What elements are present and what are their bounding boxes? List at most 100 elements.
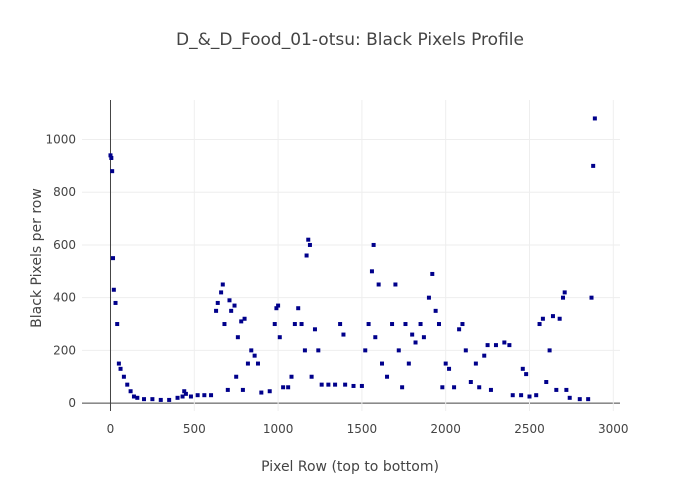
y-axis-title: Black Pixels per row: [29, 188, 45, 328]
marker: [430, 271, 435, 276]
marker: [312, 327, 317, 332]
marker: [249, 348, 254, 353]
marker: [418, 322, 423, 327]
marker: [121, 374, 126, 379]
marker: [135, 395, 140, 400]
marker: [485, 343, 490, 348]
marker: [452, 385, 457, 390]
marker: [158, 397, 163, 402]
x-axis-title: Pixel Row (top to bottom): [261, 459, 439, 475]
marker: [142, 397, 147, 402]
marker: [550, 314, 555, 319]
marker: [180, 394, 185, 399]
marker: [292, 322, 297, 327]
marker: [562, 290, 567, 295]
marker: [443, 361, 448, 366]
marker: [359, 383, 364, 388]
y-tick-label: 1000: [45, 133, 76, 147]
y-tick-label: 600: [53, 238, 76, 252]
marker: [457, 327, 462, 332]
markers: [108, 116, 597, 402]
marker: [267, 389, 272, 394]
marker: [586, 397, 591, 402]
marker: [188, 394, 193, 399]
grid: [82, 100, 620, 411]
marker: [351, 383, 356, 388]
marker: [235, 335, 240, 340]
marker: [277, 335, 282, 340]
marker: [400, 385, 405, 390]
marker: [567, 395, 572, 400]
x-tick-label: 1500: [347, 422, 378, 436]
marker: [109, 155, 114, 160]
marker: [564, 387, 569, 392]
marker: [589, 295, 594, 300]
marker: [468, 380, 473, 385]
y-tick-label: 400: [53, 291, 76, 305]
marker: [272, 322, 277, 327]
marker: [229, 308, 234, 313]
marker: [307, 242, 312, 247]
marker: [463, 348, 468, 353]
marker: [225, 387, 230, 392]
marker: [252, 353, 257, 358]
marker: [150, 397, 155, 402]
marker: [306, 237, 311, 242]
marker: [577, 397, 582, 402]
marker: [227, 298, 232, 303]
marker: [333, 382, 338, 387]
marker: [561, 295, 566, 300]
marker: [309, 374, 314, 379]
marker: [507, 343, 512, 348]
marker: [209, 393, 214, 398]
marker: [363, 348, 368, 353]
marker: [493, 343, 498, 348]
marker: [113, 300, 118, 305]
x-tick-label: 2500: [514, 422, 545, 436]
marker: [274, 306, 279, 311]
marker: [242, 316, 247, 321]
marker: [540, 316, 545, 321]
marker: [403, 322, 408, 327]
x-tick-label: 2000: [430, 422, 461, 436]
y-tick-label: 200: [53, 343, 76, 357]
marker: [115, 322, 120, 327]
marker: [591, 163, 596, 168]
marker: [259, 390, 264, 395]
marker: [406, 361, 411, 366]
marker: [396, 348, 401, 353]
marker: [116, 361, 121, 366]
marker: [519, 393, 524, 398]
marker: [304, 253, 309, 258]
marker: [426, 295, 431, 300]
marker: [299, 322, 304, 327]
marker: [128, 389, 133, 394]
marker: [183, 391, 188, 396]
marker: [182, 389, 187, 394]
marker: [366, 322, 371, 327]
x-tick-label: 500: [183, 422, 206, 436]
marker: [482, 353, 487, 358]
marker: [167, 397, 172, 402]
marker: [537, 322, 542, 327]
marker: [433, 308, 438, 313]
marker: [111, 287, 116, 292]
marker: [125, 382, 130, 387]
marker: [547, 348, 552, 353]
marker: [502, 340, 507, 345]
marker: [319, 382, 324, 387]
marker: [343, 382, 348, 387]
marker: [131, 394, 136, 399]
marker: [234, 374, 239, 379]
marker: [214, 308, 219, 313]
marker: [118, 366, 123, 371]
marker: [245, 361, 250, 366]
marker: [380, 361, 385, 366]
marker: [447, 366, 452, 371]
marker: [373, 335, 378, 340]
marker: [488, 387, 493, 392]
marker: [222, 322, 227, 327]
marker: [369, 269, 374, 274]
marker: [436, 322, 441, 327]
marker: [338, 322, 343, 327]
